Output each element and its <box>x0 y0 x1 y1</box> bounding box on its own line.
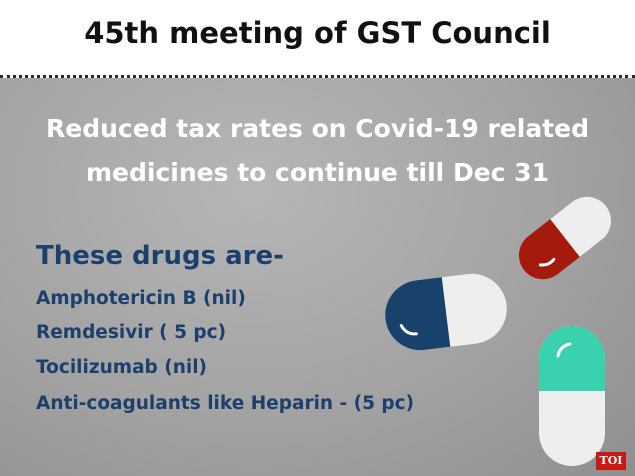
drug-item-tocilizumab: Tocilizumab (nil) <box>36 357 208 378</box>
toi-logo: TOI <box>596 452 626 470</box>
drug-item-remdesivir: Remdesivir ( 5 pc) <box>36 322 227 343</box>
dotted-divider <box>0 75 635 78</box>
red-capsule-icon <box>518 196 612 280</box>
drug-item-amphotericin: Amphotericin B (nil) <box>36 288 246 309</box>
drugs-intro: These drugs are- <box>36 241 284 271</box>
teal-capsule-icon <box>539 326 605 466</box>
headline-line-2: medicines to continue till Dec 31 <box>86 158 549 187</box>
headline-line-1: Reduced tax rates on Covid-19 related <box>46 114 589 143</box>
header-band: 45th meeting of GST Council <box>0 0 635 78</box>
drug-item-heparin: Anti-coagulants like Heparin - (5 pc) <box>36 393 415 414</box>
blue-capsule-icon <box>385 273 507 351</box>
page-title: 45th meeting of GST Council <box>84 16 551 50</box>
